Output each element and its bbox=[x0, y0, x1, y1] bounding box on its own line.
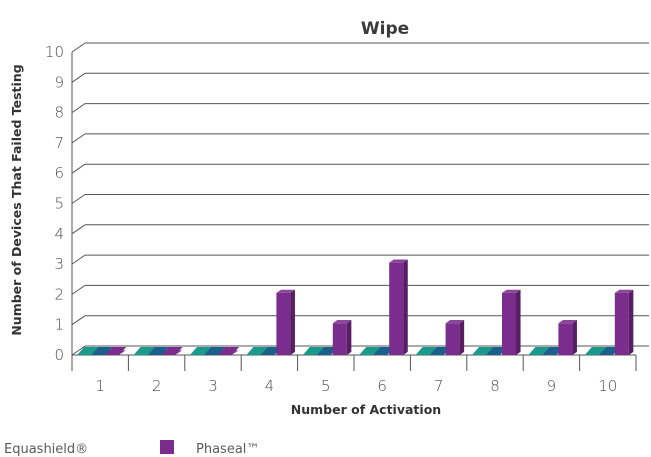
bar bbox=[316, 347, 338, 355]
legend-item: Equashield® bbox=[4, 442, 88, 457]
y-tick-label: 8 bbox=[54, 104, 64, 122]
legend: Equashield® Phaseal™ bbox=[4, 440, 259, 457]
legend-label: Phaseal™ bbox=[196, 442, 259, 457]
y-tick-label: 1 bbox=[54, 316, 64, 334]
bar bbox=[105, 347, 127, 355]
x-tick-label: 2 bbox=[152, 377, 162, 395]
legend-item: Phaseal™ bbox=[160, 440, 259, 457]
legend-swatch bbox=[160, 440, 174, 454]
gridlines bbox=[71, 42, 649, 356]
y-axis-label: Number of Devices That Failed Testing bbox=[9, 64, 24, 335]
bar bbox=[614, 289, 634, 355]
bar bbox=[161, 347, 183, 355]
bar bbox=[218, 347, 239, 355]
x-tick-label: 8 bbox=[490, 377, 500, 395]
bar bbox=[542, 347, 564, 355]
y-tick-label: 9 bbox=[54, 73, 64, 91]
x-tick-label: 4 bbox=[265, 377, 275, 395]
gridline-diagonal bbox=[71, 163, 86, 174]
bar bbox=[486, 347, 507, 355]
gridline-diagonal bbox=[71, 42, 86, 53]
bar bbox=[389, 259, 408, 355]
bar bbox=[502, 289, 521, 355]
gridline-diagonal bbox=[71, 315, 86, 326]
y-tick-label: 3 bbox=[54, 255, 64, 273]
bar bbox=[558, 320, 577, 355]
x-tick-label: 3 bbox=[208, 377, 218, 395]
x-tick-label: 6 bbox=[377, 377, 387, 395]
y-tick-labels: 0 1 2 3 4 5 6 7 8 9 10 bbox=[45, 43, 64, 364]
x-axis bbox=[71, 52, 637, 371]
gridline-diagonal bbox=[71, 103, 86, 114]
bar bbox=[260, 347, 282, 355]
x-tick-labels: 1 2 3 4 5 6 7 8 9 10 bbox=[95, 377, 617, 395]
gridline-diagonal bbox=[71, 72, 86, 83]
x-tick-label: 10 bbox=[598, 377, 617, 395]
gridline-diagonal bbox=[71, 194, 86, 204]
bar bbox=[276, 289, 295, 355]
bar bbox=[332, 320, 352, 355]
x-axis-label: Number of Activation bbox=[291, 402, 441, 417]
gridline-diagonal bbox=[71, 133, 86, 144]
chart-title: Wipe bbox=[361, 19, 409, 39]
y-tick-label: 4 bbox=[54, 225, 64, 243]
x-tick-label: 5 bbox=[321, 377, 331, 395]
legend-label: Equashield® bbox=[4, 442, 88, 457]
y-tick-label: 5 bbox=[54, 195, 64, 213]
bar bbox=[147, 347, 169, 355]
gridline-diagonal bbox=[71, 224, 86, 235]
y-tick-label: 10 bbox=[45, 43, 64, 61]
x-tick-label: 9 bbox=[547, 377, 557, 395]
x-tick-label: 7 bbox=[434, 377, 444, 395]
y-tick-label: 7 bbox=[54, 134, 64, 152]
x-tick-label: 1 bbox=[95, 377, 105, 395]
bar bbox=[373, 347, 395, 355]
y-tick-label: 2 bbox=[54, 285, 64, 303]
bar bbox=[429, 347, 451, 355]
y-tick-label: 0 bbox=[54, 346, 64, 364]
gridline-diagonal bbox=[71, 284, 86, 295]
gridline-diagonal bbox=[71, 254, 86, 265]
bar bbox=[445, 320, 465, 355]
bar bbox=[598, 347, 620, 355]
gridline-diagonal bbox=[71, 345, 86, 356]
y-tick-label: 6 bbox=[54, 164, 64, 182]
bars bbox=[77, 259, 634, 355]
